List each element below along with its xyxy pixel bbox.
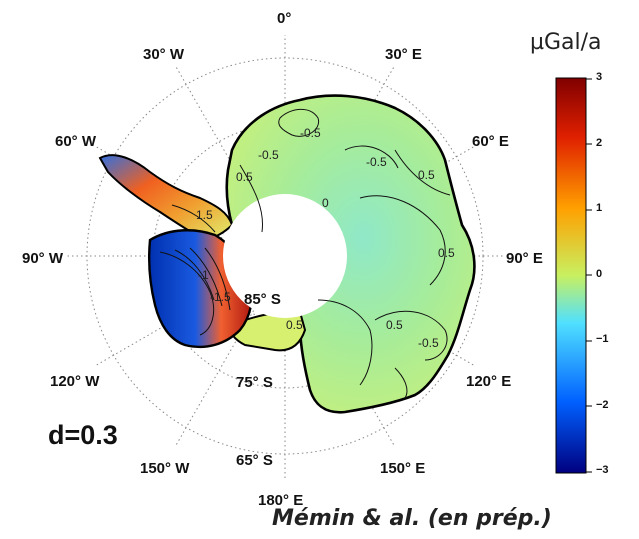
lon-label-120e: 120° E xyxy=(466,373,512,390)
colorbar-tick-m2: −2 xyxy=(596,399,609,411)
contour-label: 0.5 xyxy=(418,168,435,182)
colorbar-tick-2: 2 xyxy=(596,137,603,149)
lon-label-90w: 90° W xyxy=(22,250,64,267)
lat-label-85s: 85° S xyxy=(244,291,281,308)
contour-label: 1.5 xyxy=(196,208,213,222)
credit-label: Mémin & al. (en prép.) xyxy=(272,506,552,531)
polar-hole xyxy=(223,194,347,318)
contour-label: 0 xyxy=(322,196,329,210)
contour-lines xyxy=(159,108,451,399)
contour-label: -0.5 xyxy=(418,336,439,350)
lon-label-150w: 150° W xyxy=(140,460,190,477)
colorbar-unit: µGal/a xyxy=(530,30,602,55)
parameter-label: d=0.3 xyxy=(48,420,118,450)
contour-label: 0.5 xyxy=(286,318,303,332)
contour-label: -1 xyxy=(198,268,209,282)
contour-label: 0.5 xyxy=(386,318,403,332)
colorbar-tick-m3: −3 xyxy=(596,464,609,476)
lon-label-60w: 60° W xyxy=(55,133,97,150)
lon-label-180e: 180° E xyxy=(258,492,304,509)
colorbar-tick-m1: −1 xyxy=(596,333,609,345)
lon-label-30e: 30° E xyxy=(385,46,422,63)
lat-label-65s: 65° S xyxy=(236,452,273,469)
peninsula-field xyxy=(98,154,234,242)
contour-label: -1.5 xyxy=(210,290,231,304)
lon-label-30w: 30° W xyxy=(143,46,185,63)
colorbar-ticks xyxy=(586,78,592,473)
lon-label-90e: 90° E xyxy=(506,250,543,267)
contour-label: -0.5 xyxy=(366,155,387,169)
contour-label: 0.5 xyxy=(438,246,455,260)
contour-label: 0.5 xyxy=(236,170,253,184)
contour-label: -0.5 xyxy=(258,148,279,162)
contour-label: -0.5 xyxy=(300,126,321,140)
colorbar-tick-3: 3 xyxy=(596,71,603,83)
colorbar-tick-0: 0 xyxy=(596,268,603,280)
lon-label-0: 0° xyxy=(277,10,292,27)
colorbar-tick-1: 1 xyxy=(596,202,603,214)
ross-sector-field xyxy=(228,310,307,352)
colorbar xyxy=(555,77,587,474)
lon-label-120w: 120° W xyxy=(50,373,100,390)
lon-label-60e: 60° E xyxy=(472,133,509,150)
lat-label-75s: 75° S xyxy=(236,374,273,391)
lon-label-150e: 150° E xyxy=(380,460,426,477)
